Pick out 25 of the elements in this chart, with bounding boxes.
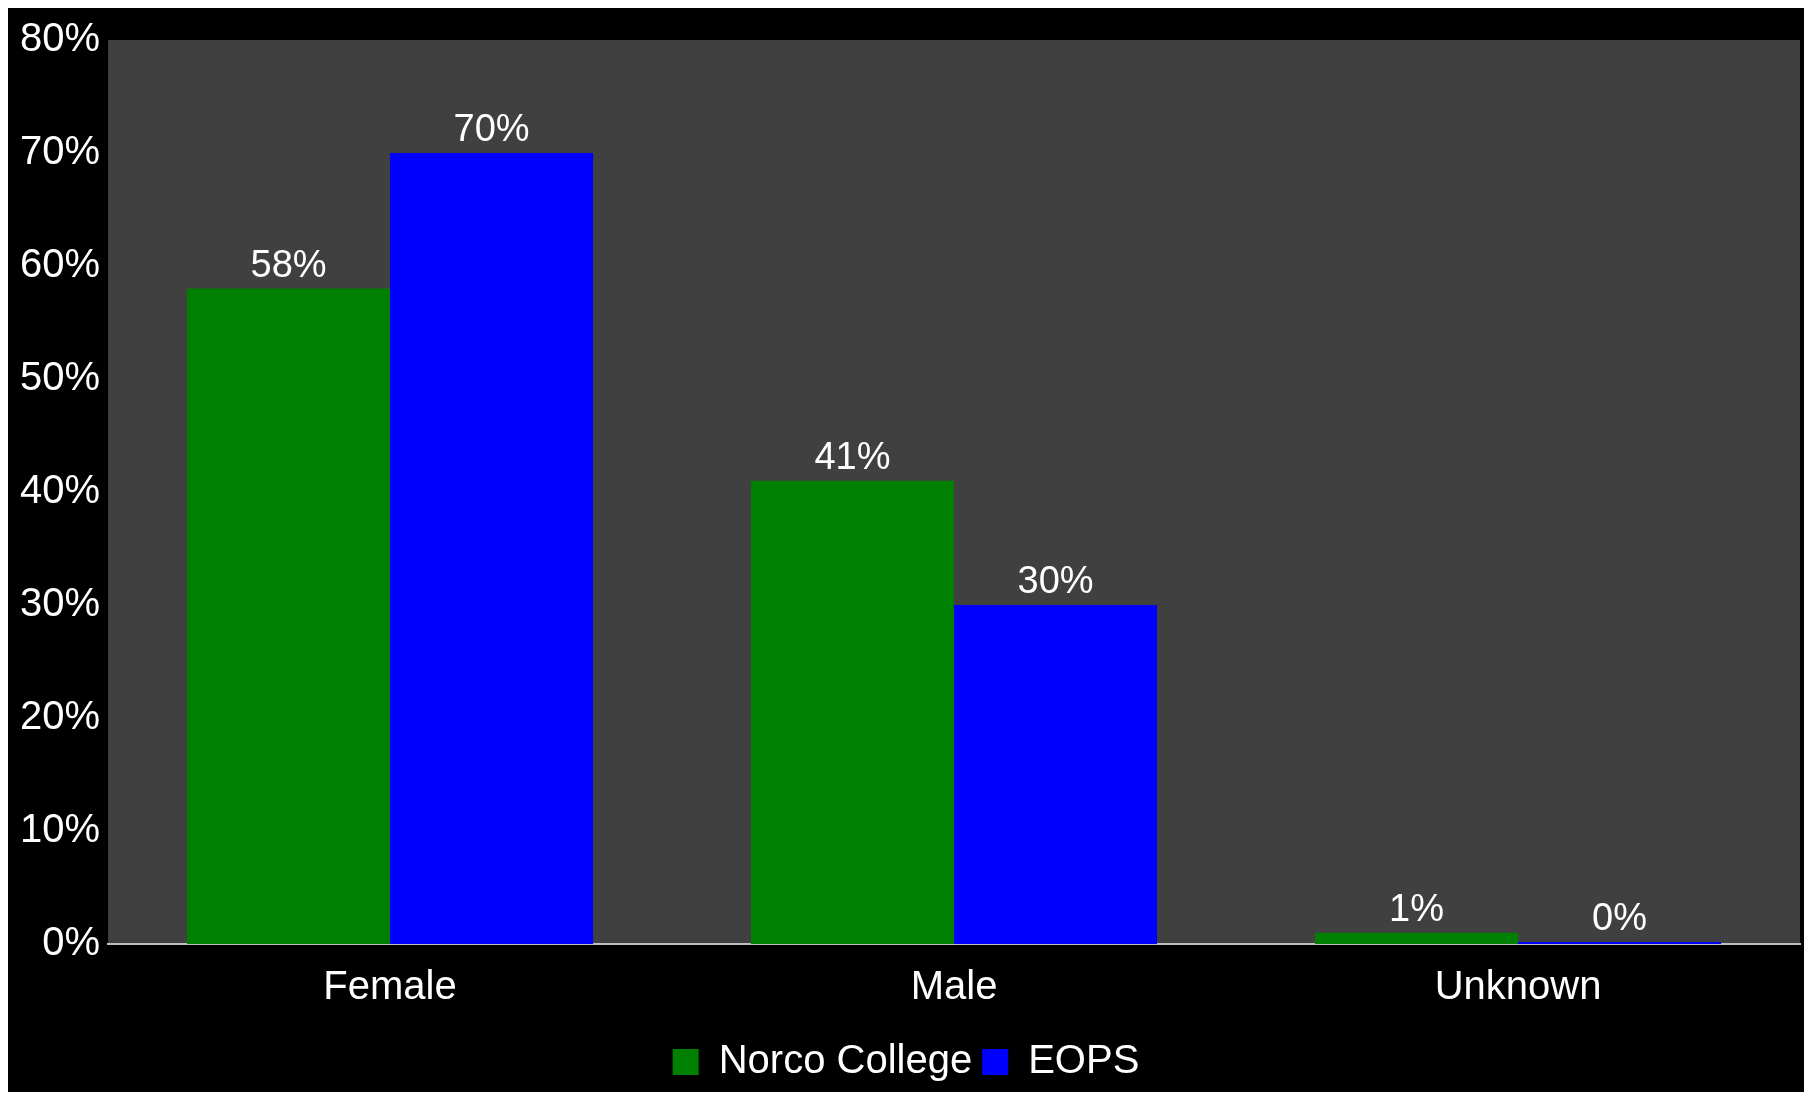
- data-label: 41%: [814, 435, 891, 478]
- y-tick-label: 20%: [20, 693, 101, 738]
- y-tick-label: 60%: [20, 241, 101, 286]
- data-label: 0%: [1592, 896, 1647, 939]
- y-tick-label: 10%: [20, 806, 101, 851]
- y-tick-label: 30%: [20, 580, 101, 625]
- x-tick-label: Male: [910, 963, 998, 1008]
- x-tick-label: Female: [323, 963, 457, 1008]
- legend-label: Norco College: [718, 1037, 973, 1082]
- bar: [1314, 932, 1519, 944]
- y-tick-label: 40%: [20, 467, 101, 512]
- data-label: 1%: [1389, 887, 1444, 930]
- y-tick-label: 50%: [20, 354, 101, 399]
- bar: [954, 605, 1158, 944]
- legend-label: EOPS: [1028, 1037, 1140, 1082]
- bar: [187, 288, 391, 944]
- data-label: 70%: [453, 107, 530, 150]
- y-tick-label: 80%: [20, 15, 101, 60]
- data-label: 58%: [250, 243, 327, 286]
- y-tick-label: 70%: [20, 128, 101, 173]
- bar: [751, 480, 955, 944]
- data-label: 30%: [1017, 559, 1094, 602]
- x-tick-label: Unknown: [1434, 963, 1602, 1008]
- y-tick-label: 0%: [42, 919, 101, 964]
- bar: [390, 153, 594, 944]
